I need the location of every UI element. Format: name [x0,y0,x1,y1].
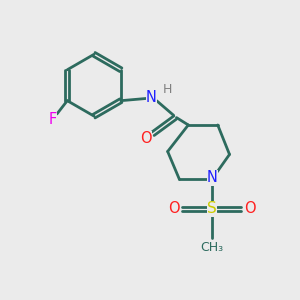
Text: CH₃: CH₃ [200,241,224,254]
Text: F: F [49,112,57,127]
Text: O: O [140,131,152,146]
Text: S: S [207,201,217,216]
Text: O: O [168,201,179,216]
Text: H: H [163,82,172,95]
Text: N: N [146,90,157,105]
Text: O: O [244,201,256,216]
Text: N: N [207,170,218,185]
